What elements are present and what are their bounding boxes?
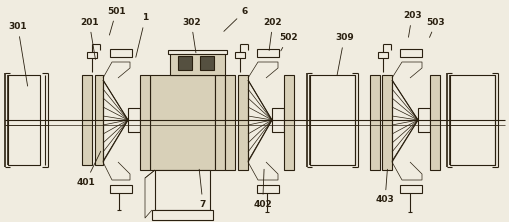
Text: 7: 7 — [199, 169, 206, 209]
Text: 6: 6 — [223, 7, 247, 31]
Bar — [215, 75, 224, 170]
Bar — [200, 56, 214, 70]
Bar — [178, 56, 191, 70]
Bar — [238, 75, 247, 170]
Bar — [110, 49, 132, 57]
Bar — [257, 49, 278, 57]
Text: 202: 202 — [263, 18, 281, 51]
Text: 301: 301 — [9, 22, 27, 86]
Bar — [399, 185, 421, 193]
Bar — [110, 185, 132, 193]
Bar — [95, 75, 103, 165]
Bar — [381, 75, 391, 170]
Bar — [257, 185, 278, 193]
Text: 501: 501 — [107, 7, 125, 35]
Bar — [271, 108, 284, 132]
Bar — [399, 49, 421, 57]
Text: 402: 402 — [253, 169, 271, 209]
Bar — [8, 75, 40, 165]
Bar — [235, 52, 244, 58]
Bar — [152, 210, 213, 220]
Bar — [377, 52, 387, 58]
Text: 201: 201 — [80, 18, 98, 59]
Bar — [169, 53, 224, 75]
Bar — [224, 75, 235, 170]
Bar — [369, 75, 379, 170]
Bar — [82, 75, 92, 165]
Bar — [429, 75, 439, 170]
Text: 502: 502 — [278, 33, 297, 51]
Text: 401: 401 — [76, 151, 101, 186]
Bar — [417, 108, 429, 132]
Bar — [284, 75, 293, 170]
Bar — [128, 108, 140, 132]
Text: 503: 503 — [426, 18, 444, 38]
Text: 203: 203 — [402, 11, 420, 37]
Text: 1: 1 — [135, 13, 148, 57]
Bar — [140, 75, 150, 170]
Text: 302: 302 — [182, 18, 200, 53]
Bar — [309, 75, 354, 165]
Text: 309: 309 — [334, 33, 353, 75]
Bar — [167, 50, 227, 54]
Bar — [155, 170, 210, 210]
Bar — [87, 52, 97, 58]
Bar — [449, 75, 494, 165]
Bar — [150, 75, 215, 170]
Text: 403: 403 — [375, 169, 393, 204]
